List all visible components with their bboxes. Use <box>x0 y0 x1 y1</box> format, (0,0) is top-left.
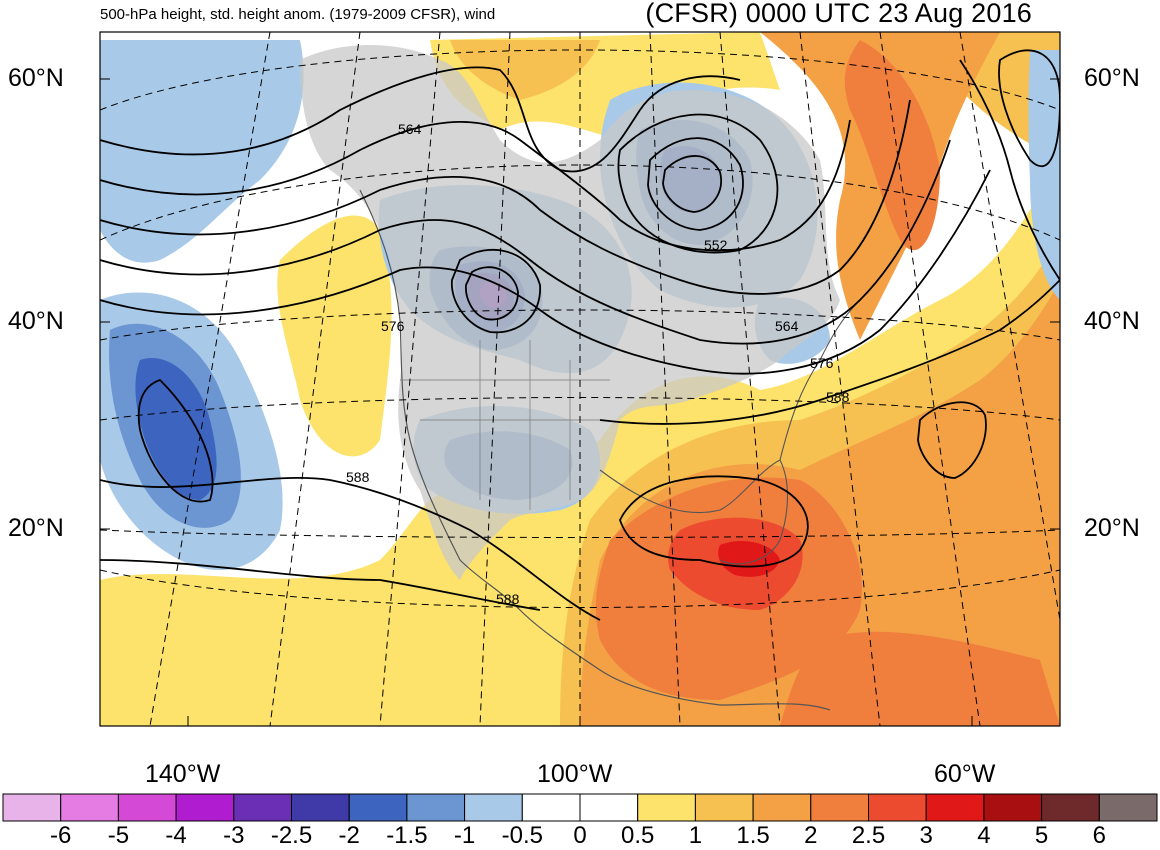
colorbar-swatch <box>521 793 581 822</box>
coastline-gulf <box>599 459 789 565</box>
height-contours <box>100 49 1060 621</box>
colorbar-label: 3 <box>919 822 933 849</box>
lon-label: 100°W <box>537 760 613 788</box>
contour-label: 576 <box>381 318 405 334</box>
colorbar-swatch <box>2 793 62 822</box>
colorbar-label: -4 <box>165 822 187 849</box>
colorbar-label: 0 <box>573 822 587 849</box>
colorbar-swatch <box>233 793 293 822</box>
map-title: 500-hPa height, std. height anom. (1979-… <box>100 6 496 23</box>
colorbar <box>2 793 1158 822</box>
contour-label: 552 <box>704 237 728 253</box>
lon-label: 140°W <box>145 760 221 788</box>
contour-label: 588 <box>826 389 850 405</box>
contour-label: 588 <box>496 591 520 607</box>
colorbar-swatch <box>983 793 1043 822</box>
anomaly-negative-05-pacific-north <box>100 40 304 263</box>
colorbar-label: -6 <box>50 822 72 849</box>
state-borders <box>400 340 610 510</box>
anomaly-negative-15-pacific <box>135 358 217 500</box>
anomaly-negative-05-ne <box>1028 50 1060 300</box>
frame-ticks <box>100 78 1060 726</box>
colorbar-swatch <box>868 793 927 822</box>
lat-label-left: 60°N <box>8 64 64 92</box>
colorbar-swatch <box>406 793 466 822</box>
colorbar-swatch <box>925 793 985 822</box>
colorbar-label: 1.5 <box>736 822 770 849</box>
colorbar-swatch <box>175 793 235 822</box>
anomaly-positive-1-n <box>450 40 600 100</box>
colorbar-label: -3 <box>223 822 245 849</box>
colorbar-label: 6 <box>1092 822 1106 849</box>
colorbar-label: 2.5 <box>851 822 886 849</box>
colorbar-label: -2 <box>338 822 360 849</box>
contour-label: 564 <box>775 318 799 334</box>
colorbar-swatch <box>752 793 812 822</box>
land-north-america <box>300 45 840 580</box>
colorbar-label: -0.5 <box>501 822 543 849</box>
colorbar-label: -1.5 <box>386 822 428 849</box>
anomaly-positive-2-ne <box>844 40 940 251</box>
colorbar-label: 5 <box>1034 822 1049 849</box>
contour-label: 564 <box>398 121 422 137</box>
colorbar-swatch <box>810 793 869 822</box>
lat-label-right: 60°N <box>1084 64 1140 92</box>
coastline-west <box>359 189 831 711</box>
colorbar-swatch <box>1098 793 1158 822</box>
colorbar-swatch <box>60 793 119 822</box>
colorbar-label: 0.5 <box>621 822 655 849</box>
lon-label: 60°W <box>934 760 996 788</box>
valid-time-title: (CFSR) 0000 UTC 23 Aug 2016 <box>645 0 1032 28</box>
colorbar-label: -1 <box>453 822 476 849</box>
contour-label: 588 <box>346 469 370 485</box>
contour-label: 576 <box>810 355 834 371</box>
colorbar-label: 4 <box>977 822 991 849</box>
coastline-east <box>779 299 861 461</box>
anomaly-positive-2-south <box>780 631 1060 726</box>
colorbar-label: 2 <box>804 822 818 849</box>
colorbar-label: 1 <box>688 822 703 849</box>
colorbar-label: -5 <box>107 822 130 849</box>
lat-label-right: 20°N <box>1084 514 1140 542</box>
colorbar-label: -2.5 <box>270 822 313 849</box>
lat-label-left: 20°N <box>8 514 64 542</box>
colorbar-swatch <box>637 793 696 822</box>
colorbar-swatch <box>1041 793 1100 822</box>
colorbar-swatch <box>694 793 754 822</box>
lat-label-left: 40°N <box>8 307 64 335</box>
colorbar-swatch <box>579 793 639 822</box>
weather-map: 564 552 576 564 576 588 588 588 <box>99 31 1061 727</box>
colorbar-swatch <box>117 793 177 822</box>
anomaly-positive-05-west <box>277 215 392 457</box>
colorbar-swatch <box>348 793 408 822</box>
colorbar-swatch <box>464 793 523 822</box>
lat-label-right: 40°N <box>1084 307 1140 335</box>
colorbar-swatch <box>291 793 350 822</box>
